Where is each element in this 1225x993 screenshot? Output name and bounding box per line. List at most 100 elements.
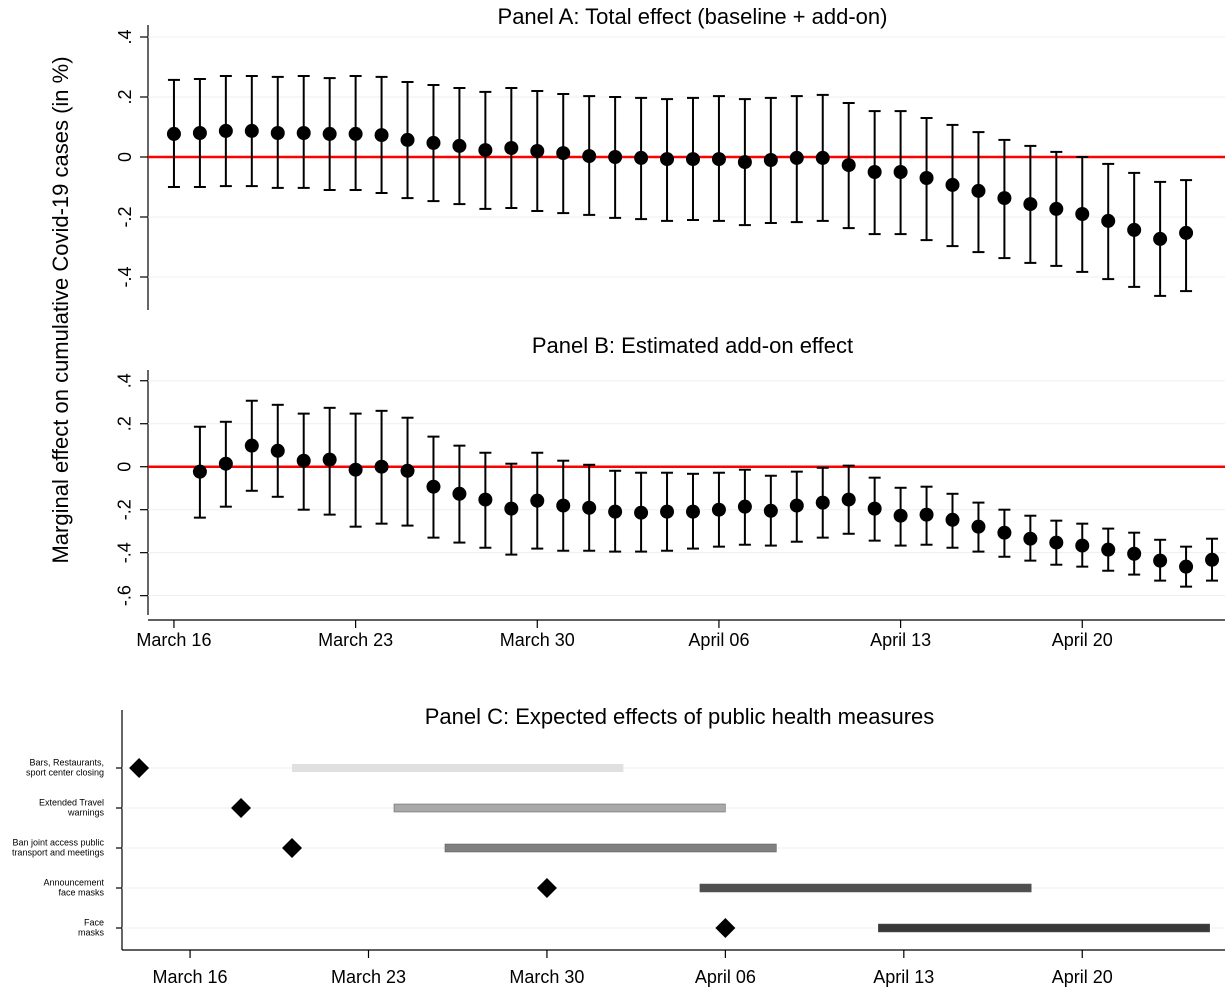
point	[1127, 546, 1142, 561]
point	[218, 456, 233, 471]
y-tick-label: -.2	[115, 499, 135, 520]
point	[815, 150, 830, 165]
point	[997, 525, 1012, 540]
point	[660, 504, 675, 519]
measure-bar	[878, 923, 1210, 933]
point	[685, 152, 700, 167]
point	[452, 486, 467, 501]
point	[348, 126, 363, 141]
point	[685, 504, 700, 519]
point	[789, 150, 804, 165]
point	[763, 153, 778, 167]
row-label: Ban joint access public	[12, 837, 104, 847]
point	[556, 498, 571, 513]
point	[841, 492, 856, 507]
point	[400, 132, 415, 147]
point	[711, 502, 726, 517]
point	[270, 443, 285, 458]
point	[634, 150, 649, 165]
measure-bar	[393, 803, 726, 813]
x-tick-label: March 23	[331, 967, 406, 987]
point	[426, 479, 441, 494]
point	[1101, 213, 1116, 228]
y-tick-label: .2	[115, 416, 135, 431]
event-marker	[536, 878, 557, 898]
y-tick-label: -.6	[115, 585, 135, 606]
panel-title: Panel B: Estimated add-on effect	[532, 333, 853, 358]
point	[1127, 222, 1142, 237]
point	[374, 459, 389, 474]
x-tick-label: March 30	[500, 630, 575, 650]
point	[971, 183, 986, 198]
point	[166, 126, 181, 141]
point	[1075, 538, 1090, 553]
point	[1179, 225, 1194, 240]
point	[971, 519, 986, 534]
panel-title: Panel A: Total effect (baseline + add-on…	[498, 4, 888, 29]
point	[789, 498, 804, 513]
point	[1179, 559, 1194, 574]
point	[582, 149, 597, 164]
point	[711, 152, 726, 167]
point	[1153, 553, 1168, 568]
panel-title: Panel C: Expected effects of public heal…	[425, 704, 935, 729]
point	[945, 177, 960, 192]
measure-bar	[292, 764, 624, 772]
point	[504, 501, 519, 516]
point	[1205, 552, 1220, 567]
point	[763, 503, 778, 518]
measure-bar	[444, 843, 777, 853]
event-marker	[129, 758, 150, 778]
point	[945, 512, 960, 527]
point	[218, 123, 233, 138]
point	[348, 462, 363, 477]
point	[478, 143, 493, 158]
point	[919, 507, 934, 522]
x-tick-label: April 13	[870, 630, 931, 650]
point	[1023, 531, 1038, 546]
point	[556, 146, 571, 161]
point	[504, 141, 519, 155]
row-label: face masks	[58, 887, 104, 897]
x-tick-label: April 06	[688, 630, 749, 650]
y-tick-label: .4	[115, 29, 135, 44]
x-tick-label: March 16	[136, 630, 211, 650]
point	[322, 452, 337, 467]
row-label: Announcement	[43, 877, 104, 887]
point	[1153, 231, 1168, 246]
point	[322, 126, 337, 141]
point	[919, 171, 934, 185]
row-label: warnings	[67, 807, 105, 817]
x-tick-label: March 23	[318, 630, 393, 650]
row-label: masks	[78, 927, 105, 937]
y-tick-label: .4	[115, 373, 135, 388]
point	[815, 495, 830, 510]
y-tick-label: -.4	[115, 542, 135, 563]
point	[478, 492, 493, 507]
point	[997, 191, 1012, 206]
point	[737, 155, 752, 170]
row-label: Face	[84, 917, 104, 927]
point	[1049, 535, 1064, 550]
measure-bar	[699, 883, 1032, 893]
point	[296, 126, 311, 140]
point	[1049, 201, 1064, 216]
x-tick-label: March 30	[509, 967, 584, 987]
y-axis-title: Marginal effect on cumulative Covid-19 c…	[48, 56, 73, 563]
point	[270, 126, 285, 140]
x-tick-label: April 13	[873, 967, 934, 987]
y-tick-label: -.4	[115, 266, 135, 287]
row-label: sport center closing	[26, 767, 104, 777]
y-tick-label: -.2	[115, 206, 135, 227]
event-marker	[282, 838, 303, 858]
point	[893, 508, 908, 523]
point	[867, 165, 882, 179]
point	[374, 128, 389, 143]
point	[1101, 542, 1116, 557]
point	[244, 123, 259, 138]
point	[1075, 207, 1090, 221]
point	[452, 138, 467, 153]
point	[530, 144, 545, 158]
